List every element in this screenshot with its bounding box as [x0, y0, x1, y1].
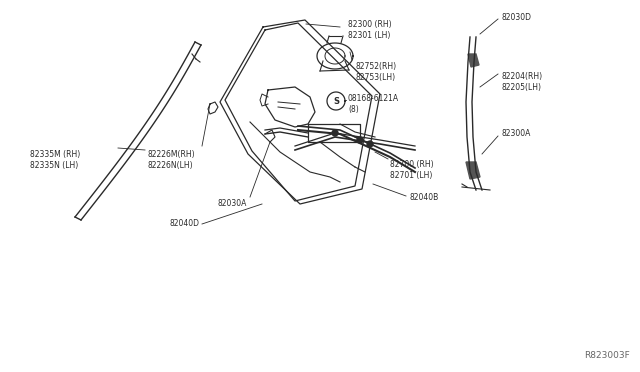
Text: 82300 (RH)
82301 (LH): 82300 (RH) 82301 (LH) [348, 20, 392, 40]
Polygon shape [466, 162, 480, 179]
Polygon shape [468, 54, 479, 67]
Text: S: S [333, 96, 339, 106]
Circle shape [332, 130, 338, 136]
Text: 82040D: 82040D [170, 219, 200, 228]
Text: 08168-6121A
(8): 08168-6121A (8) [348, 94, 399, 114]
Text: 82700 (RH)
82701 (LH): 82700 (RH) 82701 (LH) [390, 160, 434, 180]
Text: 82226M(RH)
82226N(LH): 82226M(RH) 82226N(LH) [148, 150, 196, 170]
Text: 82335M (RH)
82335N (LH): 82335M (RH) 82335N (LH) [30, 150, 80, 170]
Text: 82030A: 82030A [218, 199, 248, 208]
Text: 82204(RH)
82205(LH): 82204(RH) 82205(LH) [502, 72, 543, 92]
Circle shape [367, 141, 373, 147]
Text: 82040B: 82040B [410, 192, 439, 202]
Text: 82752(RH)
82753(LH): 82752(RH) 82753(LH) [355, 62, 396, 82]
Text: R823003F: R823003F [584, 351, 630, 360]
Circle shape [357, 137, 363, 143]
Text: 82300A: 82300A [502, 129, 531, 138]
Text: 82030D: 82030D [502, 13, 532, 22]
